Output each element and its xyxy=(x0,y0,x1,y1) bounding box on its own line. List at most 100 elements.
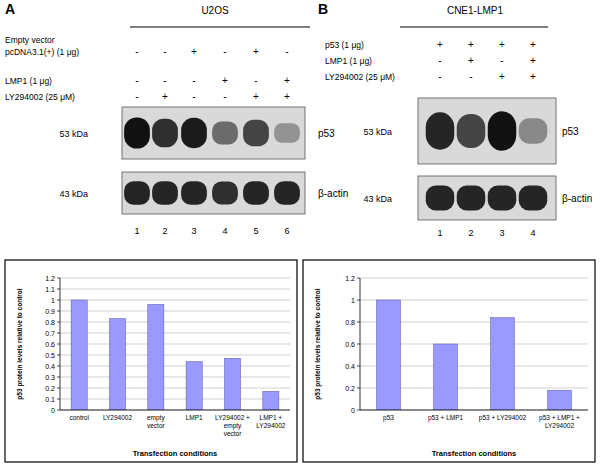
tick-label: 0.5 xyxy=(45,352,55,359)
category-label: p53 + LMP1 +LY294002 xyxy=(539,414,580,429)
bar xyxy=(148,304,164,410)
x-axis-title: Transfection conditions xyxy=(133,449,218,458)
figure: AU2OSEmpty vectorpcDNA3.1(+) (1 μg)--+-+… xyxy=(0,0,600,468)
lane-number: 5 xyxy=(253,226,258,236)
blot-panel: BCNE1-LMP1p53 (1 μg)++++LMP1 (1 μg)-+-+L… xyxy=(318,1,592,238)
category-line: LY294002 xyxy=(545,422,575,429)
tick-mark xyxy=(357,278,360,279)
condition-sign: - xyxy=(438,55,441,66)
condition-sign: + xyxy=(530,39,536,50)
band-size: 53 kDa xyxy=(363,127,392,137)
blot-band xyxy=(519,186,548,211)
bar xyxy=(186,362,202,410)
tick-mark xyxy=(357,344,360,345)
lane-number: 2 xyxy=(468,228,473,238)
bar xyxy=(109,319,125,410)
tick-label: 0.6 xyxy=(345,341,355,348)
blot-band xyxy=(152,119,178,147)
lane-number: 3 xyxy=(499,228,504,238)
protein-name: β-actin xyxy=(562,193,592,204)
category-label: p53 + LMP1 xyxy=(428,414,464,422)
condition-sign: - xyxy=(135,91,138,102)
condition-sign: + xyxy=(468,55,474,66)
category-line: vector xyxy=(224,430,243,437)
blot-band xyxy=(243,181,269,205)
band-size: 43 kDa xyxy=(59,189,88,199)
tick-label: 0.8 xyxy=(345,319,355,326)
y-axis xyxy=(360,278,361,410)
tick-label: 0.7 xyxy=(45,330,55,337)
category-line: control xyxy=(69,414,89,421)
tick-mark xyxy=(57,333,60,334)
condition-label: LY294002 (25 μM) xyxy=(5,92,75,102)
tick-mark xyxy=(57,355,60,356)
protein-name: β-actin xyxy=(318,188,348,199)
condition-sign: + xyxy=(468,39,474,50)
condition-sign: + xyxy=(530,71,536,82)
blot-panel: AU2OSEmpty vectorpcDNA3.1(+) (1 μg)--+-+… xyxy=(5,1,348,236)
bar xyxy=(377,300,401,410)
category-line: empty xyxy=(224,422,242,430)
blot-band xyxy=(181,181,207,205)
cell-line: U2OS xyxy=(201,5,229,16)
bar-chart: 00.20.40.60.811.2p53p53 + LMP1p53 + LY29… xyxy=(303,260,595,462)
lane-number: 1 xyxy=(134,226,139,236)
x-axis-title: Transfection conditions xyxy=(432,449,517,458)
blot-band xyxy=(124,117,150,148)
condition-label: LMP1 (1 μg) xyxy=(325,56,372,66)
tick-mark xyxy=(57,322,60,323)
tick-label: 1 xyxy=(51,297,55,304)
tick-mark xyxy=(357,322,360,323)
blot-band xyxy=(457,186,486,211)
grid-line xyxy=(360,410,588,411)
lane-number: 1 xyxy=(437,228,442,238)
tick-label: 0.2 xyxy=(345,385,355,392)
tick-mark xyxy=(57,344,60,345)
condition-label: Empty vector xyxy=(5,35,55,45)
grid-line xyxy=(60,388,290,389)
condition-sign: - xyxy=(135,46,138,57)
blot-band xyxy=(274,123,300,142)
bars xyxy=(377,300,572,410)
category-line: p53 xyxy=(383,414,394,422)
tick-label: 1.1 xyxy=(45,286,55,293)
grid-line xyxy=(60,333,290,334)
tick-label: 0.2 xyxy=(45,385,55,392)
category-line: LY294002 + xyxy=(215,414,250,421)
condition-sign: - xyxy=(500,55,503,66)
condition-sign: + xyxy=(253,91,259,102)
category-line: LMP1 + xyxy=(260,414,283,421)
condition-sign: - xyxy=(163,75,166,86)
blot-band xyxy=(181,118,207,148)
blot-membrane xyxy=(122,107,305,159)
bar xyxy=(224,358,240,410)
category-label: p53 + LY294002 xyxy=(479,414,527,422)
category-label: control xyxy=(69,414,89,421)
x-axis xyxy=(360,410,588,411)
chart-frame xyxy=(5,260,297,462)
tick-mark xyxy=(57,399,60,400)
grid-line xyxy=(60,410,290,411)
title-rule xyxy=(130,26,310,27)
tick-label: 1.2 xyxy=(45,275,55,282)
category-label: emptyvector xyxy=(147,414,166,429)
tick-mark xyxy=(57,278,60,279)
condition-sign: - xyxy=(135,75,138,86)
grid-line xyxy=(60,289,290,290)
tick-mark xyxy=(57,289,60,290)
bar xyxy=(548,390,572,410)
y-axis-title: p53 protein levels relative to control xyxy=(16,288,24,399)
condition-label: pcDNA3.1(+) (1 μg) xyxy=(5,47,79,57)
condition-sign: - xyxy=(223,46,226,57)
condition-sign: - xyxy=(438,71,441,82)
bars xyxy=(71,300,279,410)
category-line: p53 + LMP1 xyxy=(428,414,464,422)
tick-label: 0.4 xyxy=(45,363,55,370)
grid-line xyxy=(60,322,290,323)
condition-sign: + xyxy=(284,91,290,102)
condition-sign: + xyxy=(499,71,505,82)
tick-label: 0 xyxy=(351,407,355,414)
tick-label: 0.9 xyxy=(45,308,55,315)
bar xyxy=(434,344,458,410)
tick-label: 0.4 xyxy=(345,363,355,370)
